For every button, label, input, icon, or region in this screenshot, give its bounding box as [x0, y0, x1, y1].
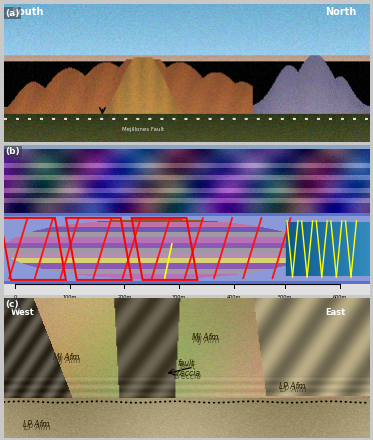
Text: LP Afm: LP Afm [23, 420, 50, 429]
Text: Mejillones Fault: Mejillones Fault [122, 127, 164, 132]
Text: 200m: 200m [117, 295, 132, 300]
Text: LP Afm: LP Afm [279, 382, 306, 391]
Text: fault
breccia: fault breccia [173, 362, 201, 381]
Text: LP Afm: LP Afm [25, 423, 51, 432]
Text: East: East [325, 308, 346, 317]
Text: 400m: 400m [227, 295, 241, 300]
Text: fault
breccia: fault breccia [172, 359, 201, 378]
Text: 100m: 100m [62, 295, 77, 300]
Text: South: South [11, 7, 43, 18]
Text: LP Afm: LP Afm [280, 385, 307, 394]
Text: 600m: 600m [333, 295, 347, 300]
Text: 500m: 500m [278, 295, 292, 300]
Text: (a): (a) [6, 8, 20, 18]
Text: (b): (b) [6, 147, 20, 156]
Text: MJ Afm: MJ Afm [192, 336, 219, 345]
Text: West: West [11, 308, 35, 317]
Text: 300m: 300m [172, 295, 186, 300]
Text: MJ Afm: MJ Afm [191, 333, 218, 342]
Text: MJ Afm: MJ Afm [53, 353, 79, 362]
Text: MJ Afm: MJ Afm [54, 356, 80, 364]
Text: (c): (c) [6, 300, 19, 309]
Text: North: North [325, 7, 357, 18]
Text: 0: 0 [13, 295, 16, 300]
